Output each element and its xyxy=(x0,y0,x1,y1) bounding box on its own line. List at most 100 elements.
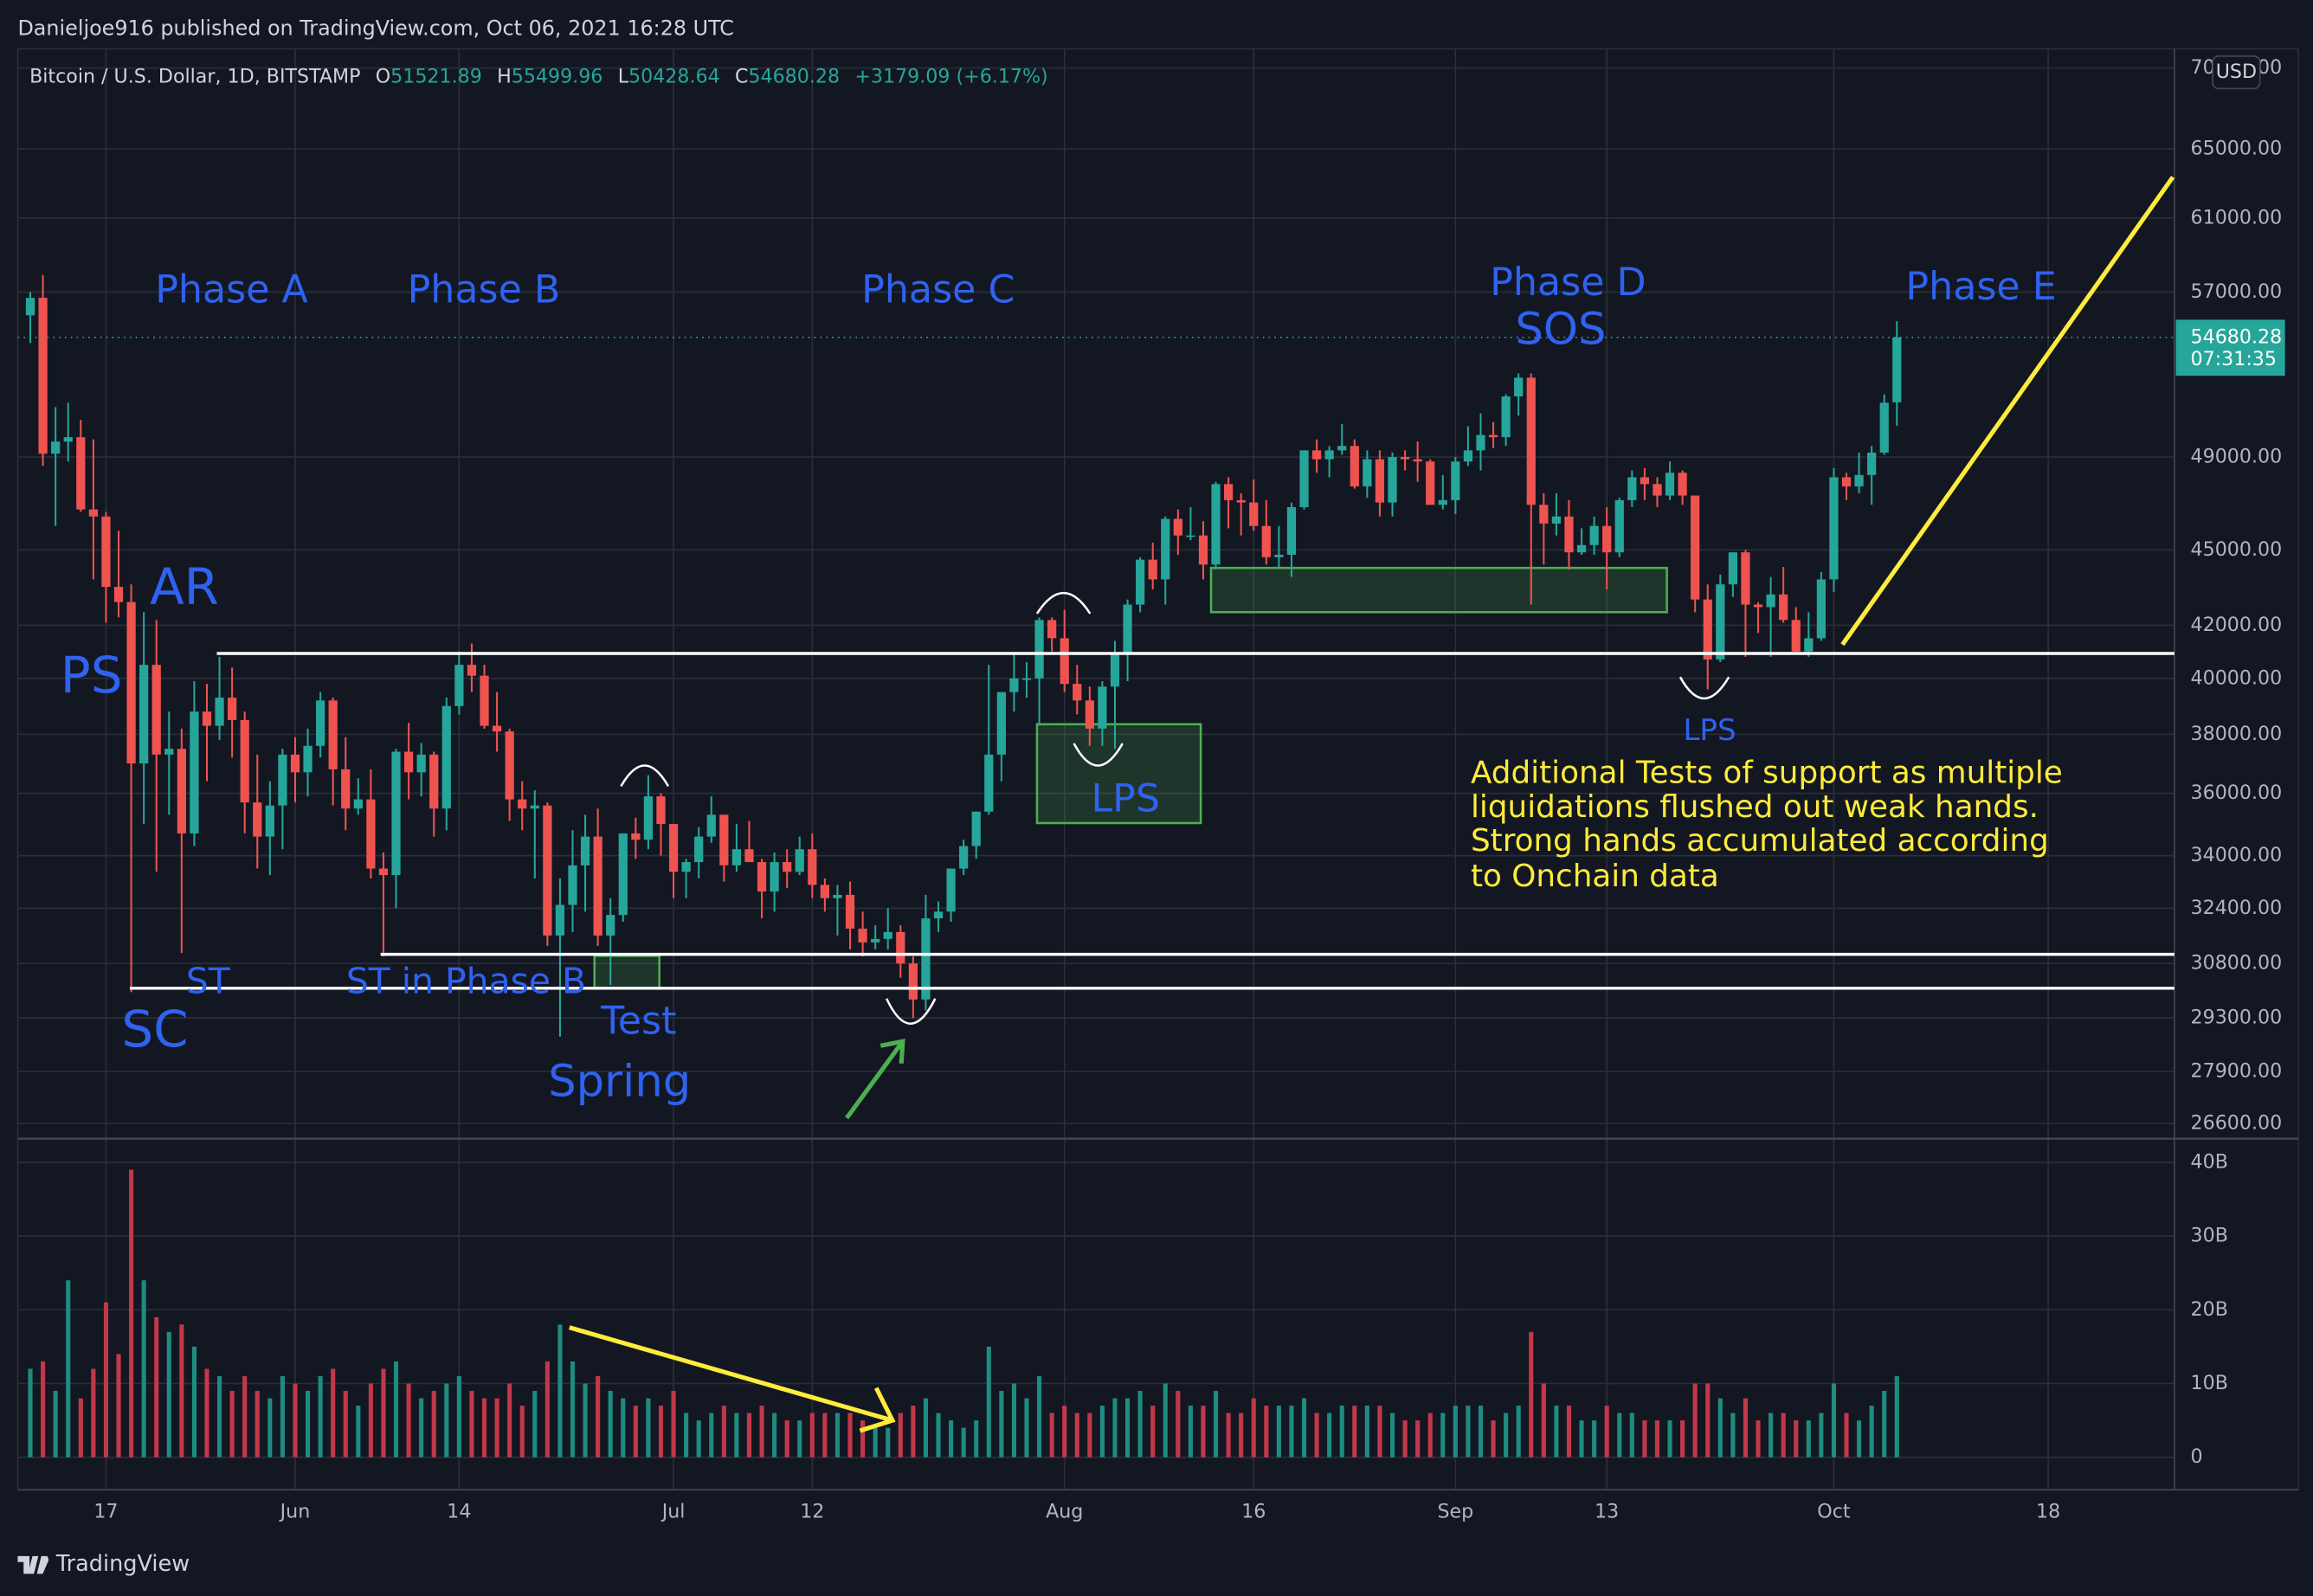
volume-bar xyxy=(1857,1420,1862,1458)
candle-body xyxy=(1021,678,1032,680)
x-tick-label: 13 xyxy=(1595,1500,1619,1522)
y-tick-label: 57000.00 xyxy=(2191,280,2283,303)
volume-bar xyxy=(1869,1406,1874,1458)
y-tick-label: 32400.00 xyxy=(2191,897,2283,919)
candle-body xyxy=(580,836,590,866)
volume-bar xyxy=(860,1420,866,1458)
candle-body xyxy=(1098,686,1107,729)
arc xyxy=(1073,743,1124,767)
volume-bar xyxy=(1794,1420,1799,1458)
candle-body xyxy=(808,849,817,885)
candle-body xyxy=(177,749,186,833)
candle-body xyxy=(139,665,149,764)
candle-body xyxy=(101,516,111,588)
candle-body xyxy=(1148,559,1157,580)
volume-bar xyxy=(66,1280,71,1458)
brand-logo xyxy=(17,1555,49,1574)
candle-body xyxy=(429,754,439,809)
y-tick-label: 30800.00 xyxy=(2191,952,2283,975)
volume-bar xyxy=(78,1398,83,1458)
candle-body xyxy=(1123,604,1132,654)
x-tick-label: 12 xyxy=(800,1500,824,1522)
phase-annotation: Phase C xyxy=(861,268,1015,312)
volume-bar xyxy=(1377,1406,1382,1458)
candle-body xyxy=(921,918,931,1000)
x-tick-label: Jul xyxy=(660,1500,686,1522)
volume-bar xyxy=(1654,1420,1660,1458)
volume-bar xyxy=(1150,1406,1156,1458)
phase-annotation: Spring xyxy=(548,1057,691,1108)
volume-bar xyxy=(544,1361,550,1458)
volume-bar xyxy=(1201,1406,1206,1458)
x-tick-label: 14 xyxy=(447,1500,471,1522)
volume-bar xyxy=(974,1420,979,1458)
note-line: to Onchain data xyxy=(1471,859,1719,894)
phase-annotation: ST xyxy=(186,961,231,1002)
note-line: Additional Tests of support as multiple xyxy=(1471,756,2063,791)
volume-bar xyxy=(343,1391,348,1458)
candle-body xyxy=(933,911,944,919)
volume-bar xyxy=(217,1376,222,1458)
volume-bar xyxy=(179,1324,184,1458)
candle-body xyxy=(1286,506,1297,555)
candle-body xyxy=(492,725,502,732)
candle-body xyxy=(1816,579,1826,639)
phase-annotation: SC xyxy=(121,1000,188,1059)
volume-bar xyxy=(91,1368,96,1458)
change: +3179.09 (+6.17%) xyxy=(854,65,1047,87)
candle-body xyxy=(618,833,628,916)
candle-body xyxy=(303,745,312,773)
candle-body xyxy=(996,692,1006,755)
marks xyxy=(17,274,2174,1458)
phase-annotation: Test xyxy=(600,1000,676,1044)
volume-bar xyxy=(1074,1413,1079,1458)
volume-bar xyxy=(1806,1420,1811,1458)
candle-body xyxy=(971,811,981,846)
phase-annotation: ST in Phase B xyxy=(346,961,586,1002)
candle-body xyxy=(1274,554,1284,557)
volume-bar xyxy=(242,1376,248,1458)
currency-box[interactable] xyxy=(2212,55,2261,90)
volume-bar xyxy=(1478,1406,1484,1458)
last-price-label: 54680.28 xyxy=(2191,325,2283,348)
volume-bar xyxy=(1629,1413,1634,1458)
candle-body xyxy=(441,705,451,809)
candle-body xyxy=(946,868,956,912)
y-tick-label: 36000.00 xyxy=(2191,782,2283,804)
arrow xyxy=(569,1325,896,1433)
candle-body xyxy=(643,796,654,840)
volume-bar xyxy=(772,1413,777,1458)
volume-bar xyxy=(41,1361,46,1458)
volume-bar xyxy=(1769,1413,1774,1458)
candle-body xyxy=(744,849,754,863)
volume-bar xyxy=(1427,1413,1433,1458)
candle-body xyxy=(871,938,880,943)
candle-body xyxy=(480,675,489,726)
volume-bar xyxy=(1239,1413,1244,1458)
candle-body xyxy=(593,836,602,936)
phase-annotation: Phase B xyxy=(408,268,561,312)
currency[interactable]: USD xyxy=(2216,61,2257,83)
volume-bar xyxy=(1717,1398,1723,1458)
candle-body xyxy=(1879,402,1889,453)
brand-name: TradingView xyxy=(55,1551,190,1577)
volume-bar xyxy=(1844,1413,1849,1458)
candle-body xyxy=(1741,552,1750,605)
candle-body xyxy=(858,928,867,943)
volume-bar xyxy=(949,1420,954,1458)
labels: 17 Jun 14 Jul 12 Aug 16 Sep 13 Oct 18 26600.00 27900… xyxy=(61,56,2285,1522)
y-tick-label: 26600.00 xyxy=(2191,1111,2283,1134)
candle-body xyxy=(543,805,552,936)
candle-body xyxy=(606,915,615,936)
volume-bar xyxy=(1389,1413,1395,1458)
candle-body xyxy=(706,814,716,837)
volume-bar xyxy=(318,1376,323,1458)
volume-bar xyxy=(116,1354,121,1458)
candle-body xyxy=(1463,450,1473,462)
candle-body xyxy=(202,711,212,726)
volume-bar xyxy=(759,1406,764,1458)
volume-bar xyxy=(746,1413,752,1458)
volume-bar xyxy=(1087,1413,1092,1458)
volume-bar xyxy=(1314,1413,1319,1458)
